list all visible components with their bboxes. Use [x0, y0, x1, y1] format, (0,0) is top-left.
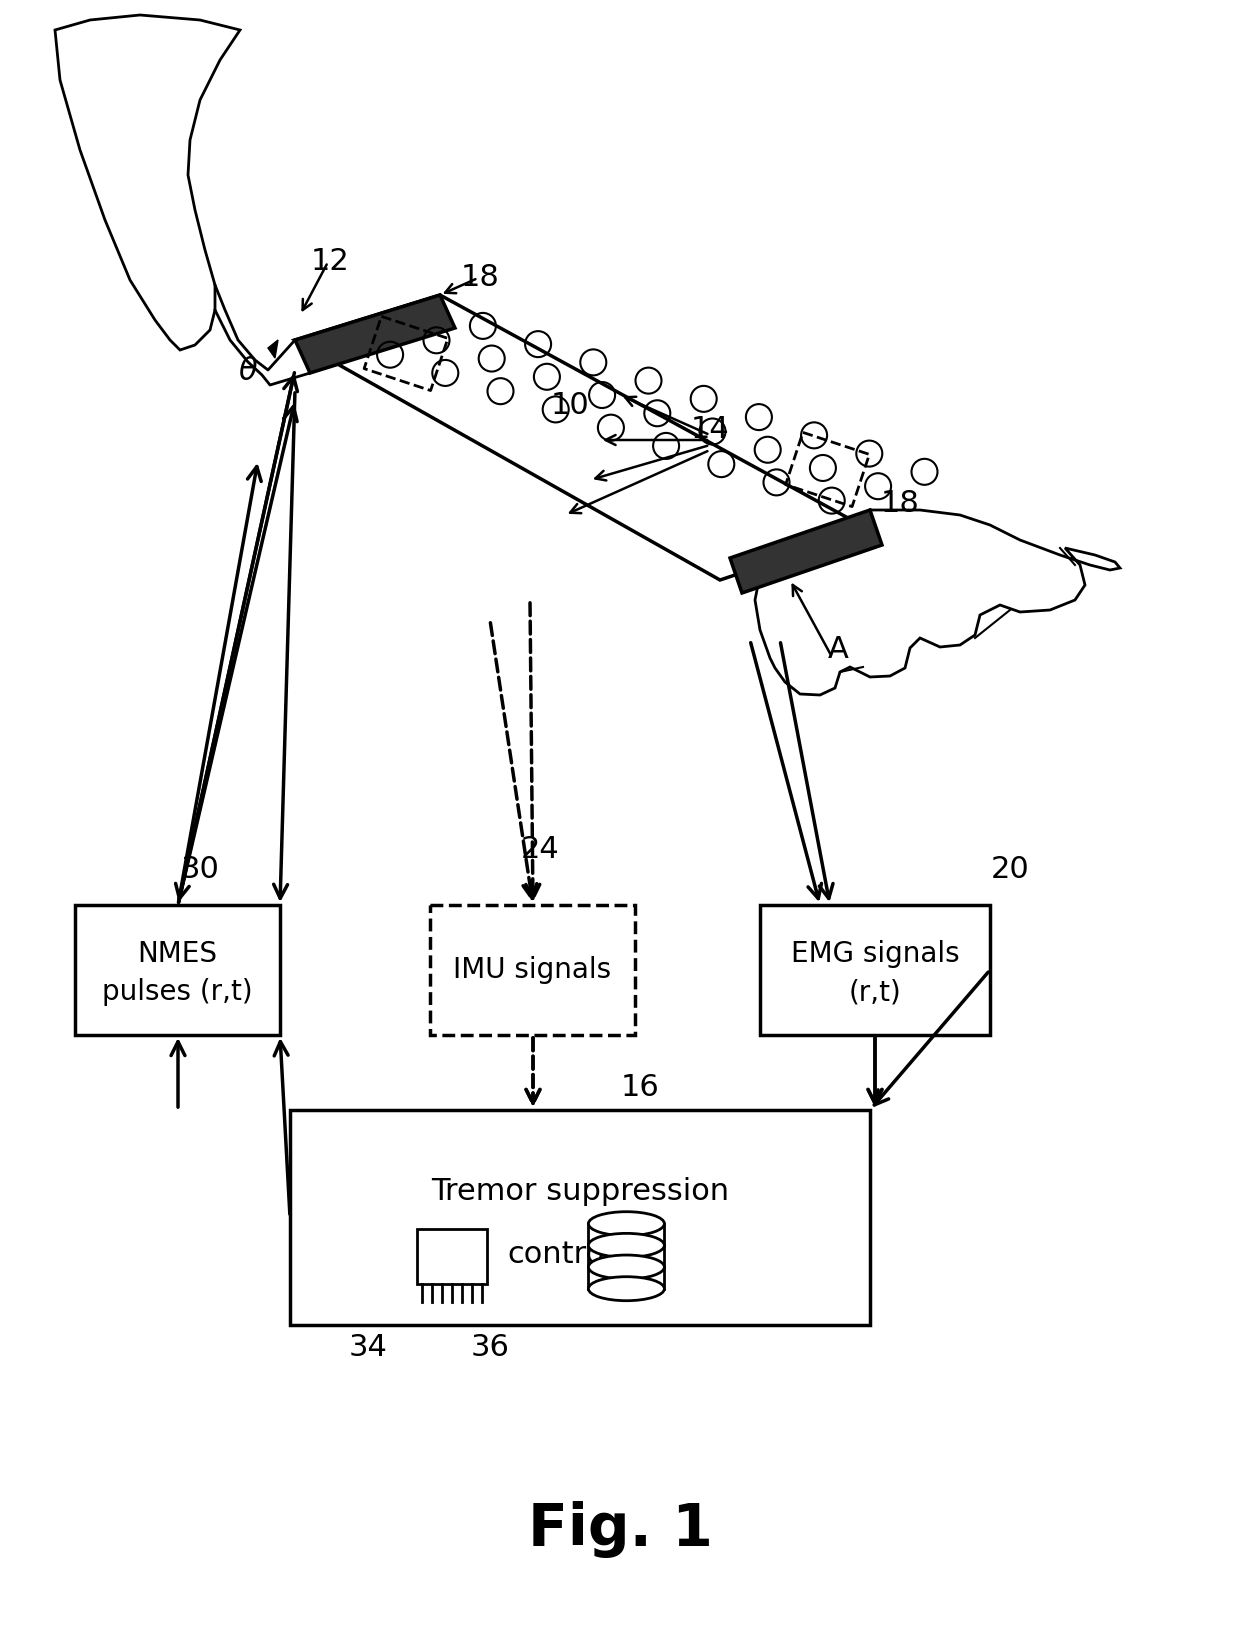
Bar [418, 1229, 487, 1283]
Text: 30: 30 [181, 856, 219, 884]
Polygon shape [295, 296, 870, 580]
Text: 36: 36 [470, 1334, 510, 1362]
Text: 16: 16 [621, 1073, 660, 1102]
Text: $\theta$: $\theta$ [238, 358, 258, 386]
Ellipse shape [589, 1211, 665, 1236]
Text: 18: 18 [880, 488, 919, 518]
Polygon shape [295, 296, 455, 373]
Bar [760, 905, 990, 1035]
Ellipse shape [589, 1255, 665, 1278]
Text: 12: 12 [311, 248, 350, 276]
Text: NMES: NMES [138, 940, 217, 968]
Text: A: A [827, 636, 848, 664]
Text: controller: controller [507, 1239, 652, 1268]
Ellipse shape [589, 1277, 665, 1301]
Text: 10: 10 [551, 391, 589, 419]
Polygon shape [755, 509, 1120, 695]
Text: 24: 24 [521, 836, 559, 864]
Ellipse shape [589, 1234, 665, 1257]
Text: 14: 14 [691, 416, 729, 445]
Text: 34: 34 [348, 1334, 387, 1362]
Bar [290, 1111, 870, 1324]
Text: 20: 20 [991, 856, 1029, 884]
Text: (r,t): (r,t) [848, 978, 901, 1006]
Polygon shape [268, 340, 278, 358]
Text: IMU signals: IMU signals [454, 956, 611, 984]
Polygon shape [730, 509, 882, 593]
Bar [430, 905, 635, 1035]
Text: pulses (r,t): pulses (r,t) [102, 978, 253, 1006]
Text: Tremor suppression: Tremor suppression [432, 1176, 729, 1206]
Text: 18: 18 [460, 263, 500, 292]
Text: EMG signals: EMG signals [791, 940, 960, 968]
Polygon shape [55, 15, 241, 350]
Bar [74, 905, 280, 1035]
Text: Fig. 1: Fig. 1 [527, 1502, 713, 1559]
